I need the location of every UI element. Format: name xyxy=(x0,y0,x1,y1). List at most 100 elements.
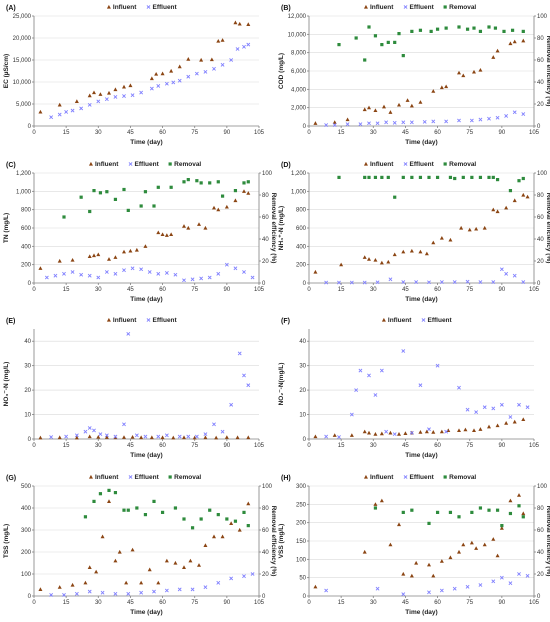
y-tick-label: 50 xyxy=(299,576,306,582)
data-point-removal xyxy=(500,524,504,528)
series-removal xyxy=(373,504,525,528)
data-point-effluent xyxy=(375,586,380,591)
y-tick-label: 30 xyxy=(24,364,31,370)
data-point-influent xyxy=(107,90,111,95)
data-point-effluent xyxy=(512,110,517,115)
data-point-removal xyxy=(386,175,390,179)
data-point-removal xyxy=(182,517,186,521)
data-point-effluent xyxy=(474,410,479,415)
data-point-removal xyxy=(107,488,111,492)
data-point-effluent xyxy=(392,120,397,125)
legend-entry-effluent: Effluent xyxy=(153,4,178,11)
x-tick-label: 75 xyxy=(466,600,473,606)
y-tick-label: 12,000 xyxy=(288,14,307,20)
data-point-influent xyxy=(424,429,429,434)
x-tick-label: 60 xyxy=(434,600,441,606)
data-point-effluent xyxy=(79,106,84,111)
data-point-influent xyxy=(397,522,401,527)
data-point-removal xyxy=(510,28,515,32)
data-point-effluent xyxy=(216,271,221,276)
x-tick-label: 105 xyxy=(254,443,265,449)
data-point-effluent xyxy=(469,118,474,123)
y2-tick-label: 40 xyxy=(537,550,544,556)
y-tick-label: 400 xyxy=(21,506,32,512)
data-point-influent xyxy=(457,70,461,75)
y2-tick-label: 0 xyxy=(537,124,541,130)
legend: Influent Effluent Removal xyxy=(363,474,476,481)
chart-panel-e: (E) 0 10 20 30 40 0 15 30 45 60 75 90 105 Time (day) NO… xyxy=(3,317,265,459)
y-tick-label: 4,000 xyxy=(291,87,307,93)
data-point-removal xyxy=(122,508,126,512)
data-point-removal xyxy=(487,175,491,179)
y-tick-label: 20 xyxy=(24,388,31,394)
x-tick-label: 30 xyxy=(370,130,377,136)
data-point-influent xyxy=(224,435,229,439)
y2-tick-label: 0 xyxy=(537,281,541,287)
data-point-influent xyxy=(401,249,406,254)
data-point-influent xyxy=(169,68,174,73)
data-point-removal xyxy=(195,179,199,183)
data-point-effluent xyxy=(44,275,49,280)
data-point-influent xyxy=(113,435,118,440)
x-tick-label: 0 xyxy=(307,130,311,136)
y-tick-label: 400 xyxy=(21,244,32,250)
data-point-effluent xyxy=(96,275,101,280)
data-point-influent xyxy=(38,266,43,270)
data-point-removal xyxy=(521,176,525,181)
legend-entry-influent: Influent xyxy=(95,161,119,168)
data-point-removal xyxy=(429,29,433,33)
data-point-influent xyxy=(313,434,318,439)
data-point-influent xyxy=(461,73,466,78)
data-point-removal xyxy=(435,175,440,179)
data-point-effluent xyxy=(64,110,69,114)
x-tick-label: 60 xyxy=(434,130,441,136)
data-point-removal xyxy=(461,175,465,179)
data-point-influent xyxy=(512,198,517,203)
data-point-removal xyxy=(105,190,109,194)
data-point-influent xyxy=(188,558,193,563)
data-point-removal xyxy=(495,178,500,182)
x-tick-label: 60 xyxy=(159,287,166,293)
chart-panel-b: (B) 0 2,000 4,000 6,000 8,000 10,000 12,000 0 15 3… xyxy=(278,4,550,146)
data-point-effluent xyxy=(457,118,461,123)
data-point-influent xyxy=(459,225,464,230)
y-tick-label: 200 xyxy=(21,550,32,556)
data-point-effluent xyxy=(194,71,199,76)
data-point-removal xyxy=(410,29,414,33)
x-tick-label: 75 xyxy=(466,287,473,293)
data-point-removal xyxy=(401,175,405,179)
data-point-effluent xyxy=(418,383,423,388)
data-point-influent xyxy=(182,435,186,440)
y-tick-label: 25,000 xyxy=(13,14,32,20)
data-point-effluent xyxy=(122,268,126,273)
data-point-removal xyxy=(410,175,414,179)
data-point-influent xyxy=(504,205,509,210)
data-point-removal xyxy=(160,510,165,514)
data-point-effluent xyxy=(465,279,470,284)
data-point-influent xyxy=(474,546,479,550)
y-tick-label: 1,200 xyxy=(291,171,307,177)
data-point-effluent xyxy=(220,429,225,434)
data-point-influent xyxy=(373,432,378,436)
x-tick-label: 0 xyxy=(32,600,36,606)
data-point-influent xyxy=(38,109,43,114)
data-point-influent xyxy=(87,254,92,259)
data-point-removal xyxy=(373,175,378,179)
data-point-effluent xyxy=(173,272,178,277)
data-point-removal xyxy=(337,43,341,47)
data-point-effluent xyxy=(517,402,521,407)
x-tick-label: 105 xyxy=(529,443,540,449)
data-point-influent xyxy=(379,260,384,265)
series-influent xyxy=(38,20,251,114)
y2-tick-label: 80 xyxy=(537,36,544,42)
y2-tick-label: 20 xyxy=(537,102,544,108)
legend: Influent Effluent Removal xyxy=(363,161,476,168)
data-point-influent xyxy=(439,429,444,434)
data-point-influent xyxy=(373,502,378,506)
data-point-removal xyxy=(216,513,220,517)
data-point-effluent xyxy=(49,115,54,120)
y2-tick-label: 40 xyxy=(537,237,544,243)
data-point-effluent xyxy=(171,80,176,85)
